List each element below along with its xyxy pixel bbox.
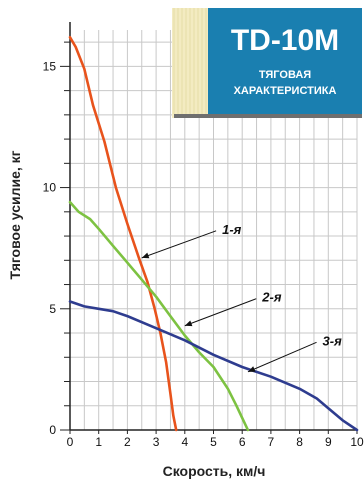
annotation-leader [184, 298, 257, 327]
x-tick-label: 4 [181, 435, 188, 449]
badge-subtitle-line1: ТЯГОВАЯ [259, 69, 311, 81]
y-tick-label: 15 [43, 59, 57, 73]
series-line [68, 35, 178, 432]
series-line [68, 300, 359, 432]
badge-shadow [174, 114, 362, 118]
annotation-label: 1-я [222, 222, 242, 237]
annotation-arrowhead [184, 320, 193, 327]
x-tick-label: 1 [95, 435, 102, 449]
x-tick-label: 2 [124, 435, 131, 449]
x-tick-label: 6 [239, 435, 246, 449]
x-tick-label: 3 [153, 435, 160, 449]
badge-panel [208, 8, 362, 114]
x-axis-title: Скорость, км/ч [163, 463, 266, 479]
annotation-label: 3-я [323, 333, 343, 348]
y-tick-label: 5 [49, 302, 56, 316]
badge-title: TD-10M [231, 24, 339, 57]
title-badge: TD-10M ТЯГОВАЯ ХАРАКТЕРИСТИКА [172, 8, 362, 118]
x-tick-label: 0 [67, 435, 74, 449]
x-tick-label: 10 [350, 435, 364, 449]
x-tick-label: 7 [268, 435, 275, 449]
axis-ticks: 0 1 2 3 4 5 6 7 8 9 10 0 5 10 15 [43, 41, 364, 449]
x-tick-label: 5 [210, 435, 217, 449]
annotation-leader [141, 230, 217, 259]
series-lines [68, 35, 359, 432]
series-line [68, 200, 250, 432]
annotation-arrowhead [247, 366, 256, 372]
y-axis-title: Тяговое усилие, кг [7, 150, 23, 279]
annotation-arrowhead [141, 252, 150, 259]
annotation-label: 2-я [261, 290, 282, 305]
y-tick-label: 10 [43, 181, 57, 195]
y-tick-label: 0 [49, 423, 56, 437]
x-tick-label: 9 [325, 435, 332, 449]
badge-subtitle-line2: ХАРАКТЕРИСТИКА [234, 85, 337, 97]
x-tick-label: 8 [296, 435, 303, 449]
annotation-leader [247, 341, 317, 373]
annotations: 1-я 2-я 3-я [141, 222, 343, 373]
